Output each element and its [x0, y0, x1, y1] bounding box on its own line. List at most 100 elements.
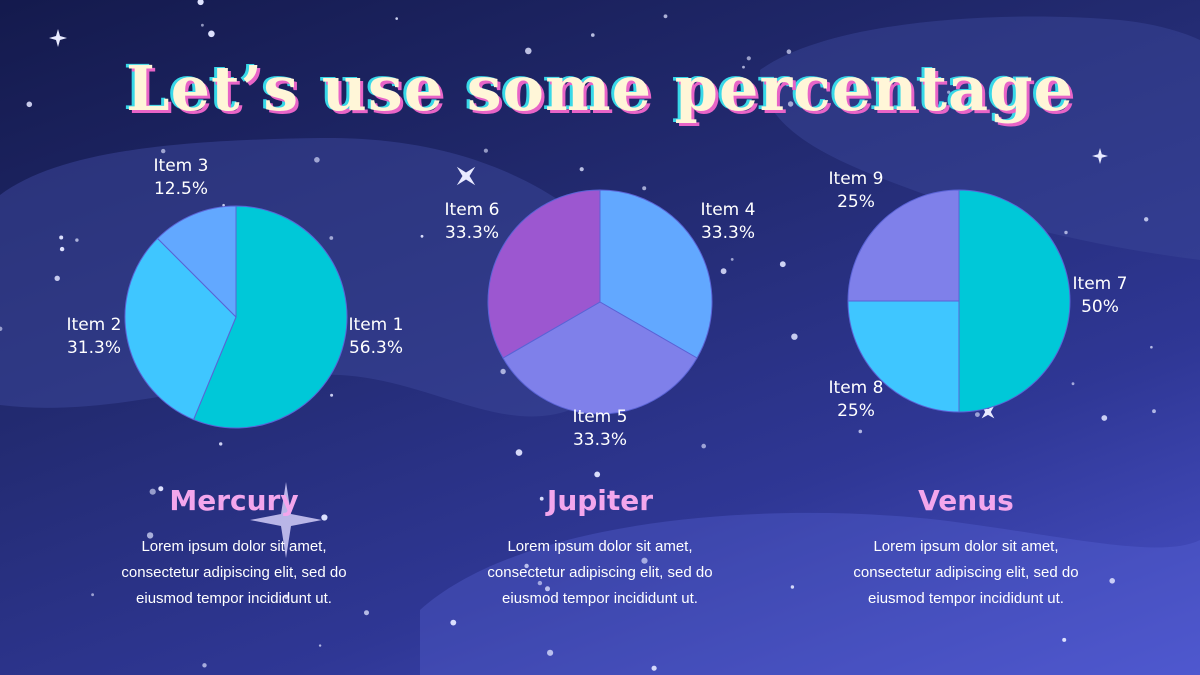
sparkle-icon — [456, 166, 476, 186]
slice-label-name: Item 8 — [829, 378, 884, 398]
star-dot — [651, 665, 657, 671]
pie-slice-item-7 — [958, 189, 1071, 413]
star-dot — [1071, 382, 1075, 386]
star-dot — [1062, 637, 1067, 642]
sparkle-icon — [1092, 148, 1108, 164]
star-dot — [395, 17, 399, 20]
star-dot — [158, 486, 164, 492]
star-dot — [720, 268, 727, 275]
star-dot — [146, 532, 154, 539]
star-dot — [701, 443, 706, 449]
star-dot — [539, 496, 544, 501]
card-text-venus: Lorem ipsum dolor sit amet, consectetur … — [796, 534, 1136, 612]
pie-slice-item-4 — [599, 189, 713, 359]
star-dot — [149, 488, 156, 495]
pie-chart-3: Item 7 50% Item 8 25% Item 9 25% — [829, 169, 1128, 421]
star-dot — [201, 23, 204, 27]
star-dot — [91, 593, 94, 597]
star-dot — [314, 157, 320, 163]
star-dot — [222, 203, 225, 207]
slice-label-name: Item 3 — [154, 156, 209, 176]
card-text-line: consectetur adipiscing elit, sed do — [121, 564, 347, 581]
star-dot — [663, 14, 668, 19]
star-dot — [642, 186, 647, 191]
star-dot — [804, 104, 809, 109]
card-title-jupiter: Jupiter — [546, 484, 654, 517]
card-title-venus: Venus — [918, 484, 1014, 517]
slice-label-value: 56.3% — [349, 338, 403, 358]
star-dot — [202, 663, 207, 668]
slice-label-value: 12.5% — [154, 179, 208, 199]
pie-slice-item-6 — [487, 189, 601, 359]
star-dot — [75, 238, 79, 242]
star-dot — [786, 49, 792, 54]
star-dot — [26, 101, 33, 108]
card-text-line: consectetur adipiscing elit, sed do — [853, 564, 1079, 581]
slice-label-value: 33.3% — [445, 223, 499, 243]
star-dot — [208, 30, 215, 38]
star-dot — [450, 619, 457, 626]
star-dot — [779, 261, 786, 268]
star-dot — [321, 514, 328, 521]
star-dot — [420, 234, 424, 238]
star-dot — [1064, 230, 1068, 235]
slice-label-name: Item 6 — [445, 200, 500, 220]
slice-label: Item 2 31.3% — [67, 315, 122, 358]
slice-label-value: 31.3% — [67, 338, 121, 358]
slice-label-name: Item 2 — [67, 315, 122, 335]
slice-label: Item 6 33.3% — [445, 200, 500, 243]
star-dot — [553, 103, 558, 108]
nebula-band-right — [760, 16, 1200, 261]
card-text-line: eiusmod tempor incididunt ut. — [868, 590, 1064, 607]
star-dot — [545, 586, 550, 592]
star-dot — [787, 101, 794, 107]
star-dot — [524, 563, 529, 569]
star-dot — [1150, 345, 1153, 349]
slice-label-name: Item 5 — [573, 407, 628, 427]
slice-label-value: 25% — [837, 401, 875, 421]
slide-title: Let’s use some percentage — [125, 52, 1074, 125]
star-dot — [364, 610, 369, 616]
slice-label-name: Item 7 — [1073, 274, 1128, 294]
star-dot — [790, 585, 795, 589]
slice-label: Item 7 50% — [1073, 274, 1128, 317]
star-dot — [746, 56, 751, 61]
pie-slice-item-3 — [156, 205, 237, 319]
star-dot — [1101, 415, 1108, 421]
star-dot — [858, 429, 863, 434]
pie-slice-item-5 — [502, 301, 698, 415]
card-text-line: eiusmod tempor incididunt ut. — [136, 590, 332, 607]
slice-label: Item 9 25% — [829, 169, 884, 212]
star-dot — [641, 557, 648, 564]
card-text-mercury: Lorem ipsum dolor sit amet, consectetur … — [64, 534, 404, 612]
slice-label-name: Item 4 — [701, 200, 756, 220]
star-dot — [329, 236, 334, 240]
star-dot — [59, 235, 64, 240]
star-dot — [515, 449, 523, 456]
card-text-line: consectetur adipiscing elit, sed do — [487, 564, 713, 581]
slice-label: Item 5 33.3% — [573, 407, 628, 450]
star-dot — [547, 649, 554, 656]
pie-slice-item-1 — [192, 205, 348, 429]
star-dot — [537, 580, 543, 586]
sparkle-icon — [49, 29, 67, 47]
card-text-line: Lorem ipsum dolor sit amet, — [873, 538, 1059, 555]
star-dot — [54, 275, 60, 281]
card-text-line: Lorem ipsum dolor sit amet, — [141, 538, 327, 555]
slice-label-name: Item 1 — [349, 315, 404, 335]
star-dot — [1109, 578, 1115, 584]
slice-label-name: Item 9 — [829, 169, 884, 189]
star-dot — [161, 148, 166, 154]
card-text-line: Lorem ipsum dolor sit amet, — [507, 538, 693, 555]
star-dot — [525, 47, 532, 55]
star-dot — [59, 246, 65, 252]
nebula-band-bottom — [420, 512, 1200, 675]
star-dot — [791, 333, 798, 340]
star-dot — [284, 594, 289, 599]
slice-label-value: 33.3% — [573, 430, 627, 450]
card-text-jupiter: Lorem ipsum dolor sit amet, consectetur … — [430, 534, 770, 612]
star-dot — [330, 393, 334, 397]
star-dot — [197, 0, 204, 6]
